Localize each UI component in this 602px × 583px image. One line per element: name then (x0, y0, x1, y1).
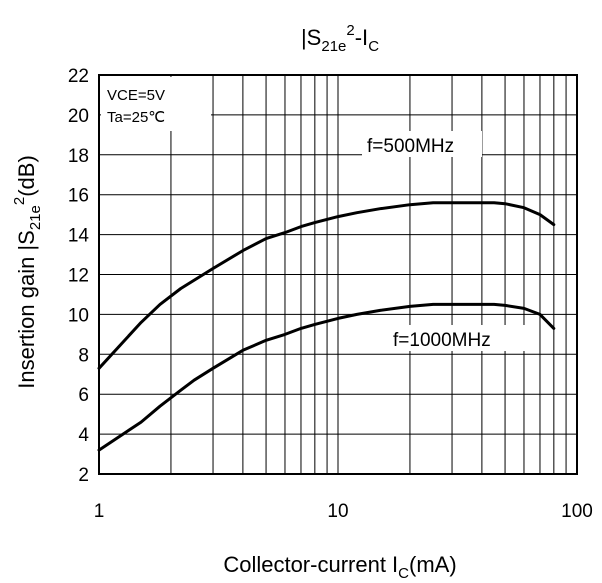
series-line-1 (97, 302, 556, 452)
y-tick-label: 16 (68, 186, 89, 207)
condition-vce: VCE=5V (107, 87, 165, 104)
ylabel-tail: (dB) (14, 155, 39, 197)
ylabel-main: Insertion gain |S (14, 230, 39, 389)
plot-frame (98, 74, 578, 475)
title-sub2: C (368, 38, 379, 55)
title-main: |S (301, 25, 321, 50)
title-sup: 2 (346, 22, 354, 39)
condition-ta: Ta=25℃ (107, 109, 165, 126)
x-tick-label: 100 (561, 501, 593, 522)
y-axis-label: Insertion gain |S21e2(dB) (11, 155, 44, 389)
y-tick-label: 12 (68, 266, 89, 287)
y-tick-label: 2 (78, 465, 89, 486)
y-tick-label: 10 (68, 305, 89, 326)
conditions-box-bg (101, 77, 211, 131)
x-tick-label: 10 (327, 501, 348, 522)
y-tick-labels: 2 4 6 8 10 12 14 16 18 20 22 (68, 66, 90, 486)
x-tick-label: 1 (94, 501, 105, 522)
series-label-bg-500 (362, 131, 482, 157)
y-tick-label: 20 (68, 106, 89, 127)
series-line-0 (97, 201, 556, 370)
grid (98, 74, 578, 475)
xlabel-sub: C (398, 565, 409, 582)
xlabel-main: Collector-current I (223, 552, 398, 577)
ylabel-sup: 2 (11, 197, 28, 205)
series-label-1000: f=1000MHz (393, 330, 491, 351)
xlabel-tail: (mA) (409, 552, 457, 577)
title-sub: 21e (321, 38, 346, 55)
x-tick-labels: 1 10 100 (94, 501, 593, 522)
title-mid: -I (355, 25, 368, 50)
x-axis-label: Collector-current IC(mA) (223, 552, 456, 582)
y-tick-label: 6 (78, 385, 89, 406)
y-tick-label: 8 (78, 345, 89, 366)
y-tick-label: 14 (68, 226, 90, 247)
series-label-500: f=500MHz (367, 136, 454, 157)
series-label-bg-1000 (389, 325, 531, 351)
y-tick-label: 4 (78, 425, 89, 446)
ylabel-sub: 21e (27, 205, 44, 230)
chart-title: |S21e2-IC (301, 22, 379, 55)
series-group (97, 201, 556, 452)
y-tick-label: 18 (68, 146, 89, 167)
y-tick-label: 22 (68, 66, 89, 87)
